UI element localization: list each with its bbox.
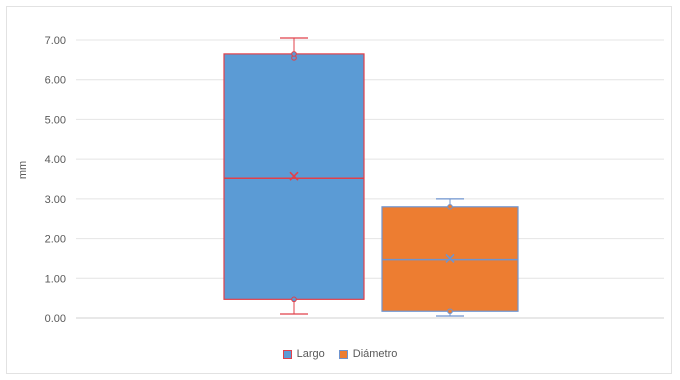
y-tick-label: 2.00 <box>45 234 66 246</box>
legend-item-diametro: Diámetro <box>338 348 398 360</box>
box-series <box>223 37 519 317</box>
y-tick-label: 0.00 <box>45 313 66 325</box>
mean-marker <box>289 171 299 181</box>
legend-item-largo: Largo <box>282 348 325 360</box>
legend: Largo Diámetro <box>0 348 680 360</box>
y-tick-label: 7.00 <box>45 35 66 47</box>
data-point <box>447 204 453 210</box>
mean-marker <box>445 253 455 263</box>
mean-marker-stroke <box>289 171 299 181</box>
box-largo <box>223 37 365 315</box>
y-axis-title: mm <box>17 161 29 179</box>
mean-marker-stroke <box>445 253 455 263</box>
legend-swatch-diametro <box>338 349 348 359</box>
y-tick-label: 4.00 <box>45 154 66 166</box>
box-diametro <box>381 198 519 317</box>
legend-label-largo: Largo <box>296 348 325 360</box>
data-point <box>447 308 453 315</box>
y-axis-ticks: 0.00 1.00 2.00 3.00 4.00 5.00 6.00 7.00 <box>45 35 66 325</box>
gridlines <box>76 39 664 319</box>
data-point <box>291 296 297 303</box>
y-tick-label: 3.00 <box>45 194 66 206</box>
y-tick-label: 5.00 <box>45 114 66 126</box>
legend-swatch-largo <box>282 349 292 359</box>
y-tick-label: 6.00 <box>45 75 66 87</box>
y-tick-label: 1.00 <box>45 273 66 285</box>
data-point <box>291 51 297 57</box>
legend-label-diametro: Diámetro <box>352 348 398 360</box>
